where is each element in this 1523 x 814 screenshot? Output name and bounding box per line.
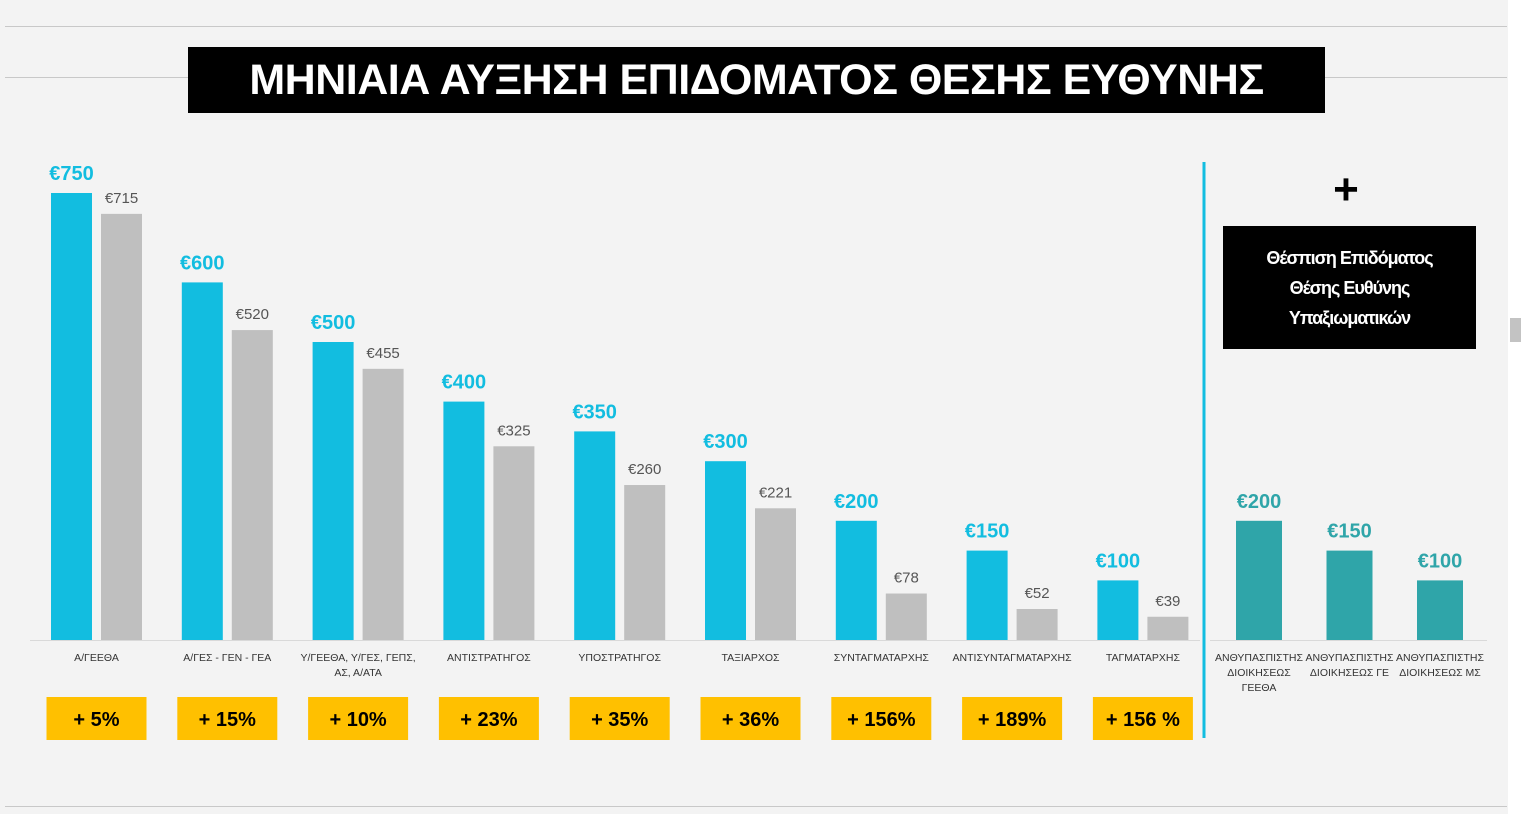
bar-previous [755, 508, 796, 640]
plus-sign: + [1321, 165, 1371, 215]
bar-new [1097, 580, 1138, 640]
value-label-new: €350 [572, 401, 617, 423]
increase-label: + 15% [199, 709, 256, 731]
note-line-3: Υπαξιωματικών [1289, 303, 1410, 333]
bar-previous [363, 369, 404, 640]
value-label-new: €100 [1096, 550, 1141, 572]
bar-new [836, 521, 877, 640]
bar-previous [101, 214, 142, 640]
bar-new [313, 342, 354, 640]
value-label-previous: €52 [1025, 585, 1050, 602]
value-label-previous: €520 [236, 306, 269, 323]
value-label-warrant-officer: €200 [1237, 491, 1282, 513]
value-label-previous: €78 [894, 570, 919, 587]
bar-previous [624, 485, 665, 640]
category-label: ΣΥΝΤΑΓΜΑΤΑΡΧΗΣ [834, 652, 930, 664]
value-label-new: €200 [834, 491, 879, 513]
value-label-previous: €221 [759, 484, 792, 501]
value-label-previous: €325 [497, 422, 530, 439]
bar-new [574, 431, 615, 640]
category-label: ΑΝΘΥΠΑΣΠΙΣΤΗΣ [1396, 652, 1484, 664]
category-label: Α/ΓΕΕΘΑ [74, 652, 119, 664]
category-label: ΔΙΟΙΚΗΣΕΩΣ [1227, 667, 1291, 679]
increase-label: + 156 % [1106, 709, 1180, 731]
bar-warrant-officer [1236, 521, 1282, 640]
bar-previous [1147, 617, 1188, 640]
category-label: ΑΝΘΥΠΑΣΠΙΣΤΗΣ [1306, 652, 1394, 664]
value-label-previous: €715 [105, 190, 138, 207]
bar-new [182, 282, 223, 640]
increase-label: + 23% [460, 709, 517, 731]
value-label-warrant-officer: €150 [1327, 521, 1372, 543]
category-label: ΑΣ, Α/ΑΤΑ [334, 667, 382, 679]
category-label: ΑΝΤΙΣΥΝΤΑΓΜΑΤΑΡΧΗΣ [953, 652, 1073, 664]
bar-new [51, 193, 92, 640]
note-box: Θέσπιση Επιδόματος Θέσης Ευθύνης Υπαξιωμ… [1223, 226, 1476, 349]
category-label: Υ/ΓΕΕΘΑ, Υ/ΓΕΣ, ΓΕΠΣ, [301, 652, 416, 664]
bar-warrant-officer [1417, 580, 1463, 640]
increase-label: + 156% [847, 709, 916, 731]
value-label-previous: €260 [628, 461, 661, 478]
value-label-new: €500 [311, 312, 356, 334]
increase-label: + 189% [978, 709, 1047, 731]
value-label-new: €400 [442, 372, 487, 394]
value-label-new: €300 [703, 431, 748, 453]
category-label: ΤΑΞΙΑΡΧΟΣ [721, 652, 780, 664]
increase-label: + 35% [591, 709, 648, 731]
category-label: ΔΙΟΙΚΗΣΕΩΣ ΜΣ [1399, 667, 1481, 679]
value-label-new: €600 [180, 252, 225, 274]
increase-label: + 36% [722, 709, 779, 731]
bar-previous [886, 594, 927, 640]
value-label-previous: €39 [1155, 593, 1180, 610]
category-label: ΥΠΟΣΤΡΑΤΗΓΟΣ [578, 652, 661, 664]
category-label: ΑΝΤΙΣΤΡΑΤΗΓΟΣ [447, 652, 531, 664]
bar-previous [493, 446, 534, 640]
category-label: Α/ΓΕΣ - ΓΕΝ - ΓΕΑ [183, 652, 271, 664]
note-line-2: Θέσης Ευθύνης [1290, 273, 1410, 303]
bar-previous [232, 330, 273, 640]
increase-label: + 10% [329, 709, 386, 731]
bar-new [705, 461, 746, 640]
category-label: ΔΙΟΙΚΗΣΕΩΣ ΓΕ [1310, 667, 1389, 679]
category-label: ΓΕΕΘΑ [1242, 682, 1277, 694]
value-label-warrant-officer: €100 [1418, 550, 1463, 572]
bar-chart: €750 €715 Α/ΓΕΕΘΑ + 5% €600 €520 Α/ΓΕΣ - ΓΕΝ -… [0, 0, 1523, 814]
value-label-previous: €455 [366, 345, 399, 362]
category-label: ΤΑΓΜΑΤΑΡΧΗΣ [1106, 652, 1181, 664]
bar-new [967, 551, 1008, 640]
increase-label: + 5% [73, 709, 119, 731]
value-label-new: €750 [49, 163, 94, 185]
bar-new [443, 402, 484, 640]
category-label: ΑΝΘΥΠΑΣΠΙΣΤΗΣ [1215, 652, 1303, 664]
value-label-new: €150 [965, 521, 1010, 543]
bar-warrant-officer [1327, 551, 1373, 640]
note-line-1: Θέσπιση Επιδόματος [1266, 243, 1432, 273]
bar-previous [1017, 609, 1058, 640]
